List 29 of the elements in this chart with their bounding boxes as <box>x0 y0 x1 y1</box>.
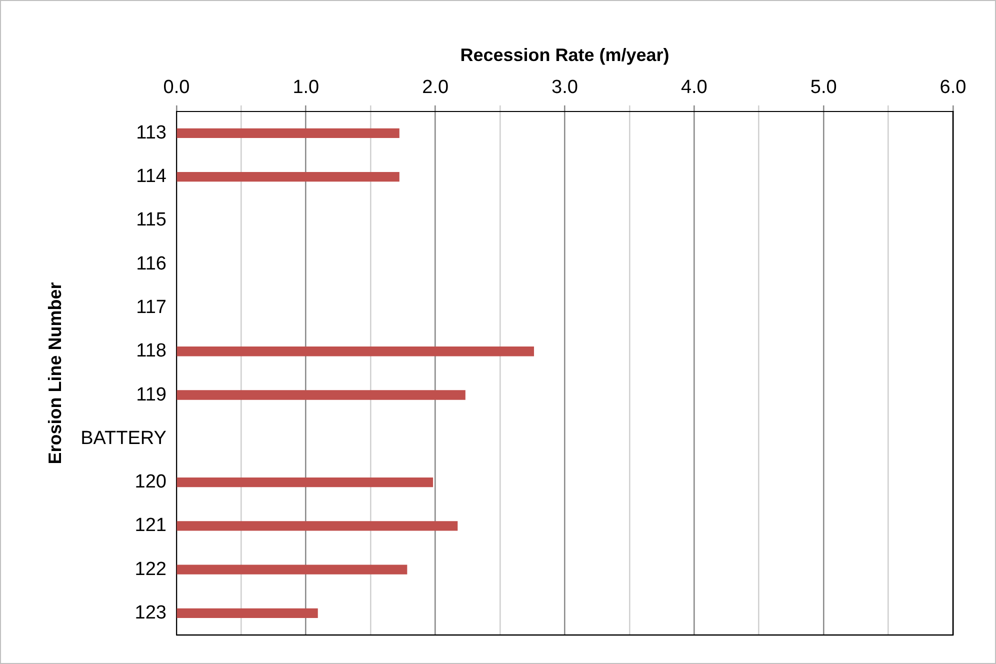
y-tick-label: 113 <box>136 122 166 144</box>
y-tick-label: 116 <box>136 253 166 274</box>
y-tick-label: 118 <box>136 340 166 362</box>
bar <box>176 128 400 138</box>
x-tick-label: 6.0 <box>940 77 966 98</box>
x-tick-label: 4.0 <box>680 77 708 98</box>
y-tick-label: 120 <box>134 472 166 493</box>
bar <box>176 564 408 574</box>
bar <box>176 346 534 356</box>
x-tick-label: 5.0 <box>810 77 837 98</box>
bar <box>176 390 466 400</box>
y-tick-label: 119 <box>136 384 166 406</box>
y-tick-label: 123 <box>134 602 166 624</box>
x-tick-label: 2.0 <box>422 77 449 98</box>
y-tick-label: 114 <box>136 166 167 188</box>
y-tick-label: 121 <box>134 515 166 536</box>
y-tick-label: 117 <box>136 296 166 318</box>
x-tick-label: 1.0 <box>292 77 320 98</box>
y-tick-label: 122 <box>134 558 166 580</box>
y-tick-label: 115 <box>136 210 166 231</box>
bar <box>176 608 318 618</box>
bar <box>176 172 400 182</box>
x-tick-label: 0.0 <box>163 77 190 98</box>
y-axis-title: Erosion Line Number <box>44 282 65 464</box>
bar <box>176 521 458 531</box>
x-axis-title: Recession Rate (m/year) <box>460 44 670 65</box>
y-tick-label: BATTERY <box>80 428 167 449</box>
x-tick-label: 3.0 <box>552 77 578 98</box>
bar <box>176 477 434 488</box>
